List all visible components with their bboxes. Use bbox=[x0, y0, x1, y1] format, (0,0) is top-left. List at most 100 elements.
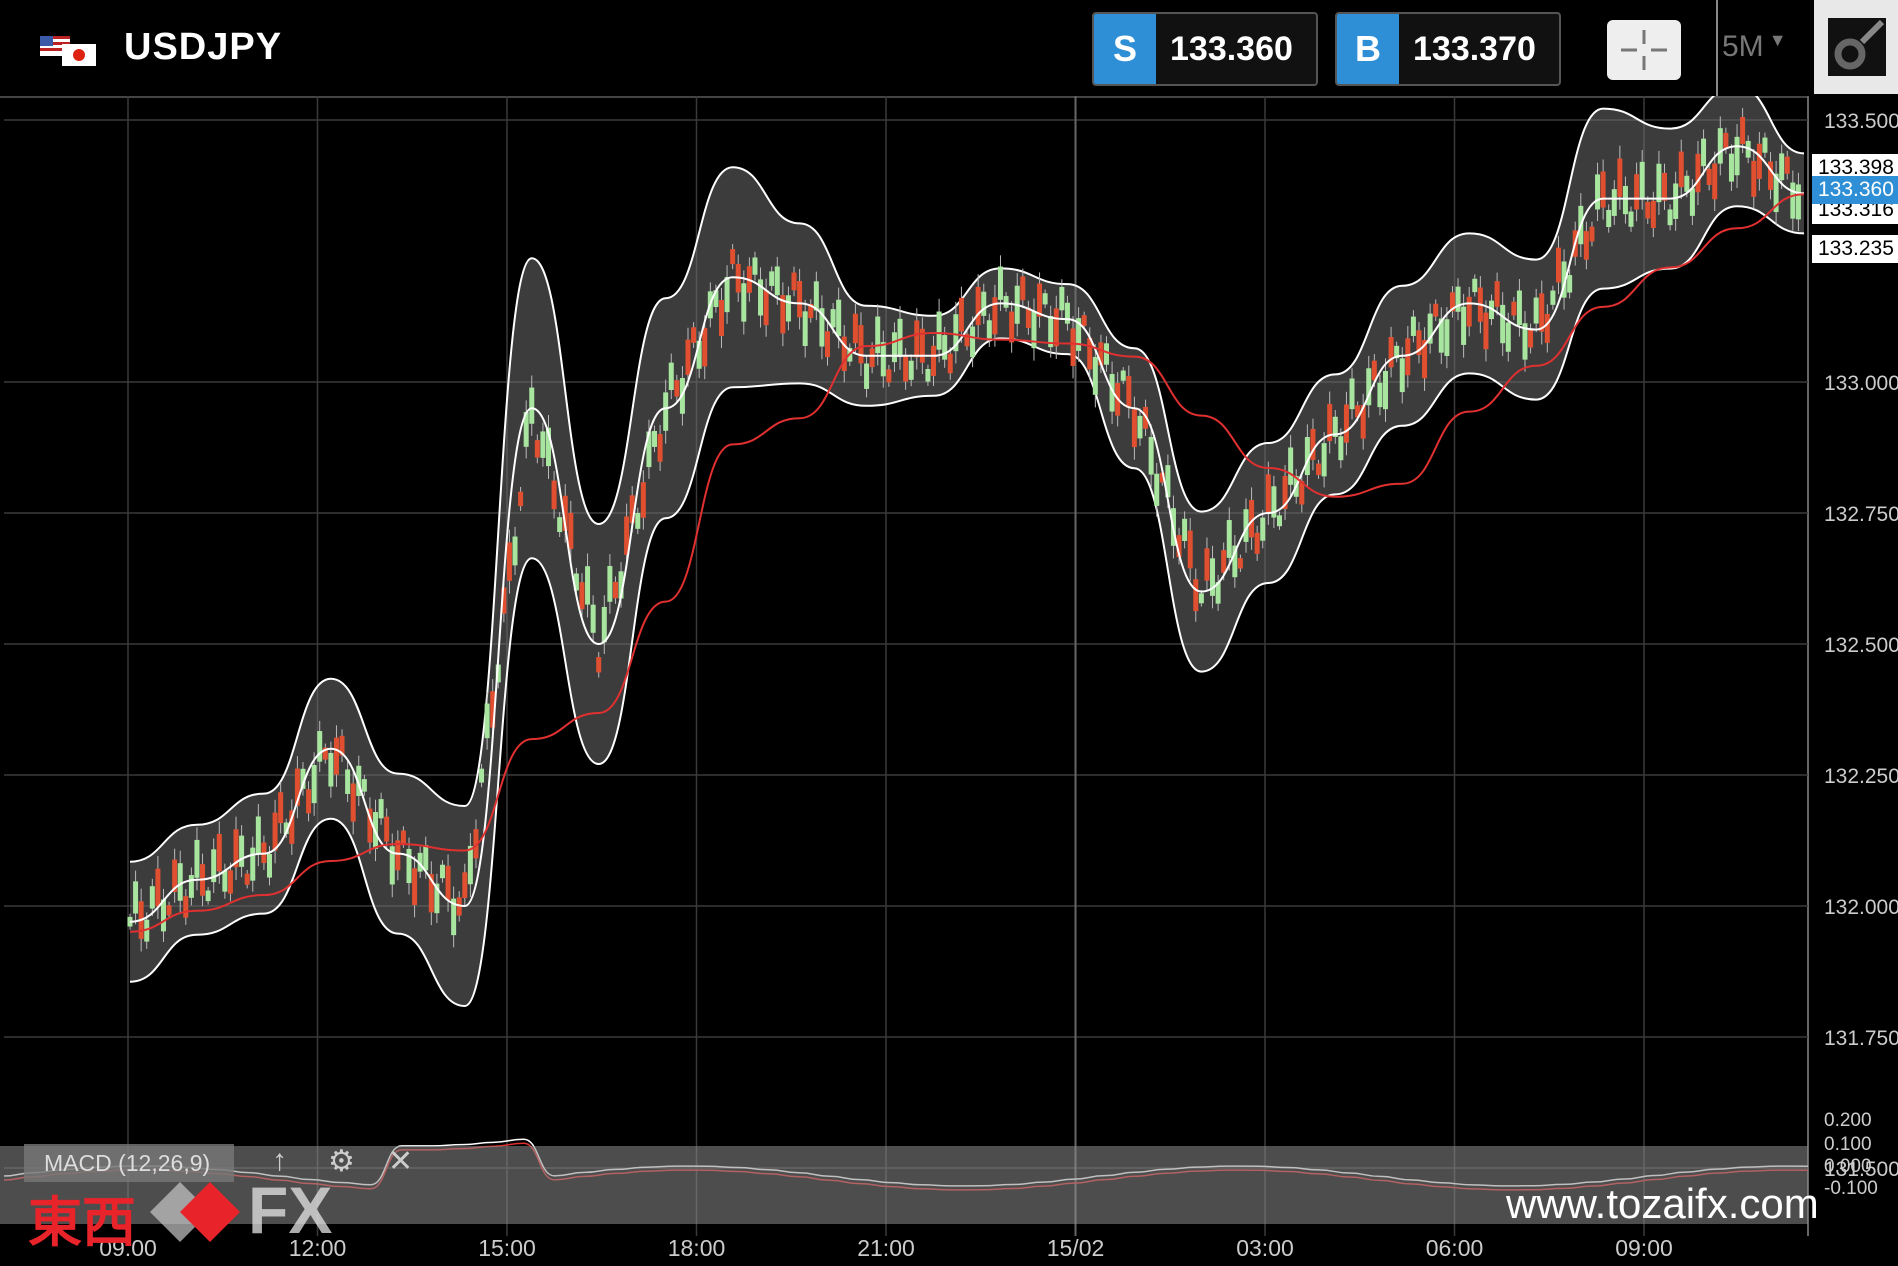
candle-body bbox=[1494, 281, 1500, 307]
candle-body bbox=[942, 335, 948, 360]
sell-button[interactable]: S 133.360 bbox=[1092, 12, 1318, 86]
candle-body bbox=[1316, 463, 1322, 476]
candle-body bbox=[568, 512, 574, 549]
candle-body bbox=[166, 905, 172, 916]
candle-body bbox=[434, 883, 440, 914]
timeframe-select[interactable]: 5M ▼ bbox=[1722, 30, 1787, 64]
candle-body bbox=[1377, 382, 1383, 408]
candle-body bbox=[1221, 550, 1227, 573]
current-price-tag: 133.360 bbox=[1812, 176, 1898, 204]
candle-body bbox=[1204, 548, 1210, 581]
candle-body bbox=[1583, 231, 1589, 260]
candle-body bbox=[233, 829, 239, 868]
candle-body bbox=[1723, 132, 1729, 149]
candle-body bbox=[378, 799, 384, 819]
candle-body bbox=[936, 311, 942, 350]
symbol-title: USDJPY bbox=[124, 26, 283, 68]
candle-body bbox=[1098, 342, 1104, 366]
candle-body bbox=[160, 899, 166, 932]
candle-body bbox=[428, 874, 434, 913]
time-tick-label: 03:00 bbox=[1236, 1235, 1294, 1261]
candle-body bbox=[1109, 374, 1115, 412]
candle-body bbox=[278, 792, 284, 824]
candle-body bbox=[1048, 316, 1054, 348]
candle-body bbox=[1210, 558, 1216, 596]
candle-body bbox=[194, 839, 200, 878]
candle-body bbox=[1561, 261, 1567, 298]
candle-body bbox=[1622, 185, 1628, 215]
candle-body bbox=[1299, 480, 1305, 505]
candle-body bbox=[1053, 308, 1059, 347]
candle-body bbox=[1226, 520, 1232, 558]
candle-body bbox=[785, 295, 791, 322]
candle-body bbox=[1555, 247, 1561, 283]
price-tick-label: 131.500 bbox=[1824, 1158, 1898, 1181]
candle-body bbox=[1092, 356, 1098, 395]
price-chart[interactable]: 133.500 133.000 132.750 132.500 132.250 132.0… bbox=[0, 96, 1898, 1266]
price-tick-label: 131.750 bbox=[1824, 1027, 1898, 1050]
candle-body bbox=[1779, 153, 1785, 181]
candle-body bbox=[908, 360, 914, 380]
candle-body bbox=[412, 868, 418, 906]
candle-body bbox=[696, 340, 702, 369]
candle-body bbox=[769, 271, 775, 286]
logo-icon bbox=[150, 1182, 240, 1242]
candle-body bbox=[1505, 322, 1511, 352]
gear-icon[interactable]: ⚙ bbox=[328, 1145, 355, 1178]
candle-body bbox=[964, 334, 970, 347]
candle-body bbox=[997, 266, 1003, 300]
candle-body bbox=[1756, 143, 1762, 179]
candle-body bbox=[1076, 318, 1082, 351]
candle-body bbox=[1025, 307, 1031, 328]
candle-body bbox=[1215, 582, 1221, 604]
candle-body bbox=[607, 565, 613, 602]
candle-body bbox=[1567, 275, 1573, 293]
candle-body bbox=[864, 363, 870, 389]
arrow-up-icon[interactable]: ↑ bbox=[272, 1144, 287, 1177]
candle-body bbox=[205, 890, 211, 902]
candle-body bbox=[953, 314, 959, 352]
close-icon[interactable]: ✕ bbox=[388, 1145, 414, 1178]
macd-tick-label: 0.100 bbox=[1824, 1134, 1872, 1155]
candle-body bbox=[1388, 336, 1394, 368]
candle-body bbox=[1416, 330, 1422, 356]
macd-label: MACD (12,26,9) bbox=[24, 1144, 234, 1182]
candle-body bbox=[590, 604, 596, 633]
candle-body bbox=[1383, 371, 1388, 410]
macd-tick-label: -0.100 bbox=[1824, 1178, 1878, 1199]
divider bbox=[1716, 0, 1718, 96]
candle-body bbox=[272, 812, 278, 851]
candle-body bbox=[869, 348, 875, 368]
candle-body bbox=[1662, 172, 1667, 201]
candle-body bbox=[1371, 360, 1377, 381]
candle-body bbox=[540, 431, 546, 458]
settings-button[interactable] bbox=[1814, 0, 1898, 94]
candle-body bbox=[1260, 517, 1266, 541]
candle-body bbox=[780, 295, 786, 334]
candle-body bbox=[1717, 128, 1723, 164]
candle-body bbox=[752, 257, 758, 275]
candle-body bbox=[891, 332, 897, 363]
candle-body bbox=[1104, 343, 1109, 365]
candle-body bbox=[1784, 156, 1790, 174]
candle-body bbox=[1148, 436, 1154, 475]
buy-button[interactable]: B 133.370 bbox=[1335, 12, 1561, 86]
candle-body bbox=[306, 789, 312, 814]
candle-body bbox=[629, 495, 635, 524]
candle-body bbox=[1031, 310, 1037, 349]
candle-body bbox=[283, 822, 289, 835]
candle-body bbox=[1165, 465, 1171, 498]
candle-body bbox=[975, 286, 981, 326]
candle-body bbox=[1600, 171, 1606, 208]
candle-body bbox=[1131, 409, 1137, 448]
candle-body bbox=[1466, 296, 1472, 327]
candle-body bbox=[674, 380, 680, 397]
candle-body bbox=[345, 769, 351, 794]
bollinger-middle-line bbox=[129, 145, 1805, 923]
candle-body bbox=[172, 859, 178, 892]
candle-body bbox=[685, 339, 691, 375]
candle-body bbox=[1410, 316, 1416, 336]
candle-body bbox=[970, 326, 976, 358]
candle-body bbox=[1790, 182, 1796, 219]
crosshair-button[interactable] bbox=[1607, 20, 1681, 80]
